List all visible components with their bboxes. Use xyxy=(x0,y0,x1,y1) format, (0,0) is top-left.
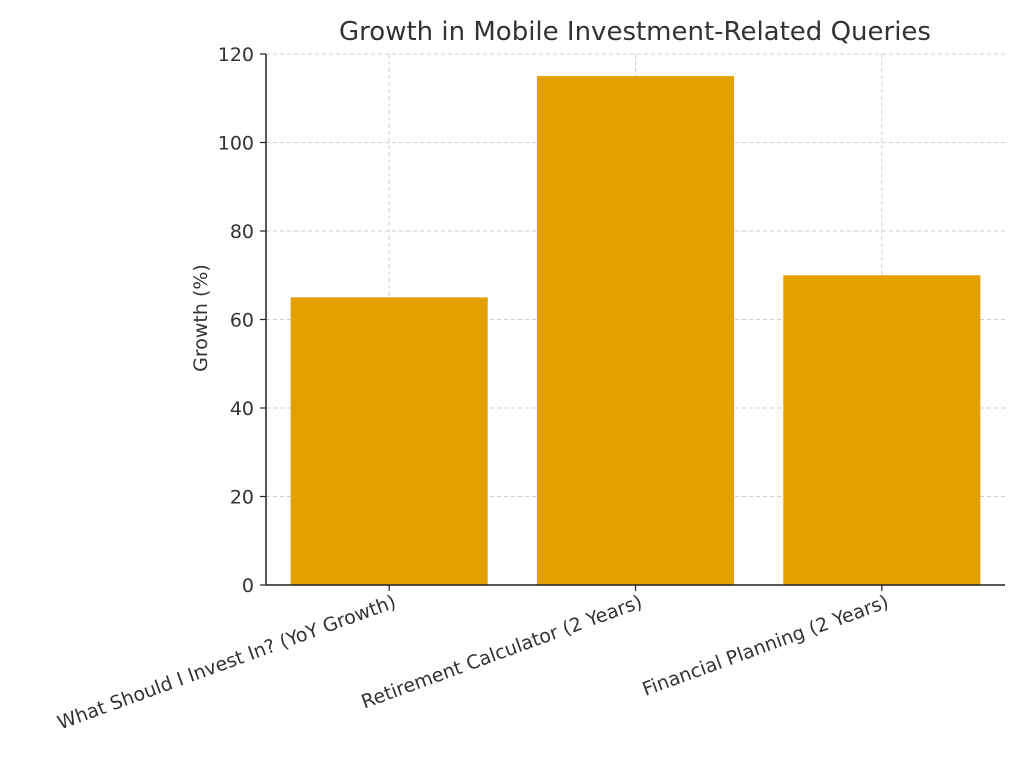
bar xyxy=(290,297,488,585)
y-axis-label: Growth (%) xyxy=(190,264,212,372)
x-tick-label: Retirement Calculator (2 Years) xyxy=(358,591,645,713)
y-tick-label: 60 xyxy=(230,310,254,332)
y-tick-label: 80 xyxy=(230,221,254,243)
y-tick-label: 0 xyxy=(242,575,254,597)
bar xyxy=(783,275,981,585)
chart-title: Growth in Mobile Investment-Related Quer… xyxy=(339,17,931,47)
x-tick-label: What Should I Invest In? (YoY Growth) xyxy=(55,591,399,734)
y-tick-label: 100 xyxy=(218,133,254,155)
bars xyxy=(290,76,981,585)
x-tick-label: Financial Planning (2 Years) xyxy=(640,591,892,701)
x-ticks: What Should I Invest In? (YoY Growth)Ret… xyxy=(55,585,892,734)
y-tick-label: 120 xyxy=(218,44,254,66)
y-tick-label: 40 xyxy=(230,398,254,420)
y-ticks: 0 20 40 60 80 100 120 xyxy=(218,44,266,597)
bar xyxy=(536,76,735,585)
y-tick-label: 20 xyxy=(230,487,254,509)
